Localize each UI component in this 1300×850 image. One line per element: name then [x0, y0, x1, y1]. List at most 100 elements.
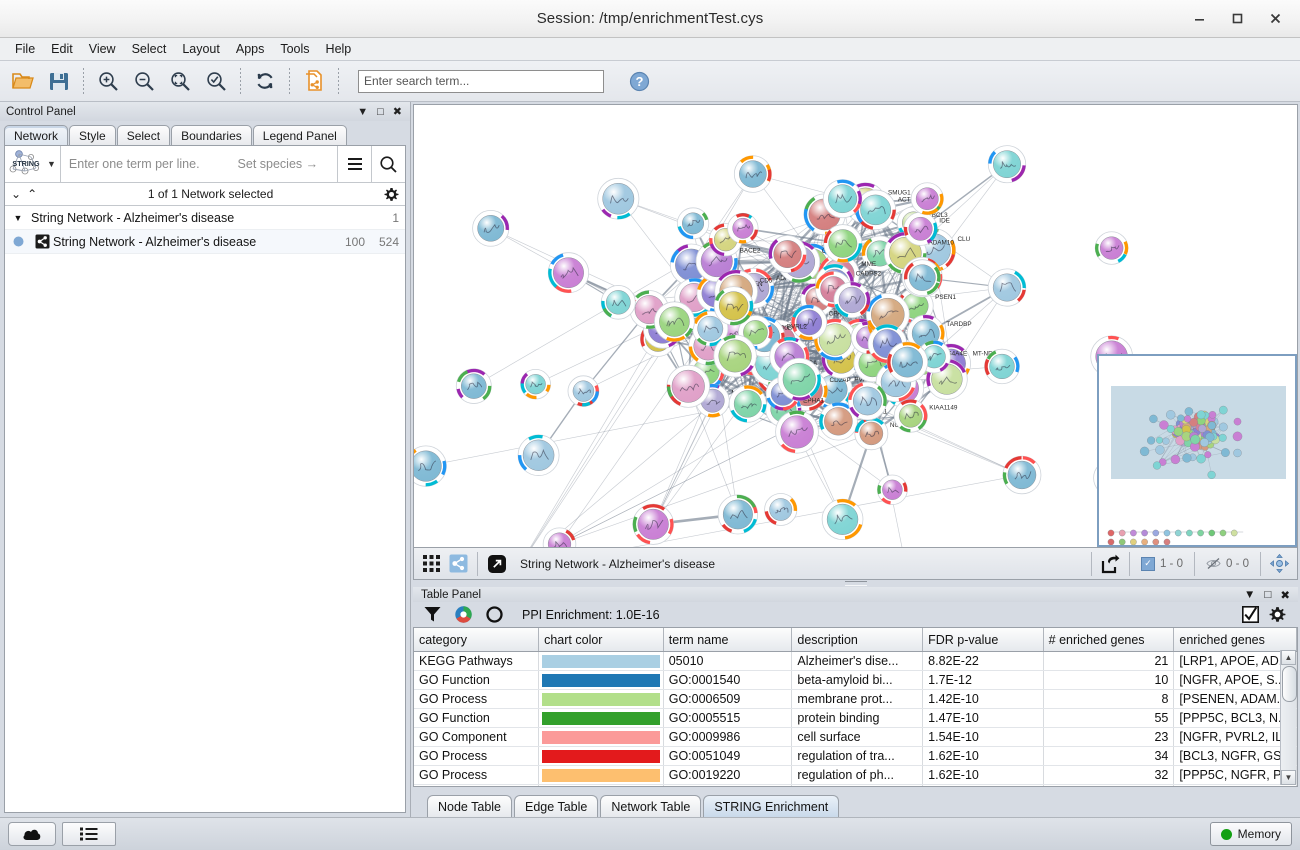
scroll-down-arrow-icon[interactable]: ▼ [1281, 770, 1296, 785]
collapse-all-icon[interactable]: ⌄ [11, 187, 22, 201]
menu-tools[interactable]: Tools [280, 42, 310, 56]
donut-ring-button[interactable] [481, 602, 508, 627]
menu-select[interactable]: Select [131, 42, 167, 56]
network-canvas[interactable]: MT-ND2MT-ND1VSNL1GAB2RYR3CHATMICANCR3ADA… [413, 104, 1298, 548]
filter-button[interactable] [419, 602, 446, 627]
table-row[interactable]: GO Process GO:0051049 regulation of tra...… [414, 746, 1297, 767]
menu-layout[interactable]: Layout [182, 42, 220, 56]
string-species-hint[interactable]: Set species → [237, 157, 319, 171]
cell-category: KEGG Pathways [414, 651, 540, 672]
network-minimap[interactable] [1097, 354, 1297, 547]
new-network-from-selection-button[interactable] [297, 65, 331, 97]
menu-edit[interactable]: Edit [51, 42, 73, 56]
protein-network-graph[interactable]: MT-ND2MT-ND1VSNL1GAB2RYR3CHATMICANCR3ADA… [414, 105, 1297, 547]
string-logo-icon[interactable]: STRING [5, 149, 47, 179]
column-header-enriched-genes[interactable]: enriched genes [1173, 628, 1297, 653]
svg-text:?: ? [635, 74, 643, 89]
cell-enriched-count: 55 [1043, 708, 1175, 729]
menu-apps[interactable]: Apps [235, 42, 265, 56]
table-row[interactable]: GO Function GO:0001540 beta-amyloid bi... 1… [414, 670, 1297, 691]
maximize-button[interactable] [1218, 4, 1256, 34]
network-view-button[interactable] [445, 551, 472, 576]
table-panel-dropdown-icon[interactable]: ▼ [1244, 588, 1256, 601]
string-species-caret-icon[interactable]: ▼ [47, 159, 56, 169]
table-settings-button[interactable] [1269, 606, 1286, 623]
save-session-button[interactable] [42, 65, 76, 97]
tab-node-table[interactable]: Node Table [427, 795, 513, 817]
column-header-category[interactable]: category [414, 628, 540, 653]
cell-enriched-genes: [LRP1, APOE, AD... [1173, 651, 1297, 672]
open-session-button[interactable] [6, 65, 40, 97]
scroll-up-arrow-icon[interactable]: ▲ [1281, 650, 1296, 666]
menu-help[interactable]: Help [325, 42, 352, 56]
tab-boundaries[interactable]: Boundaries [171, 125, 252, 145]
string-options-button[interactable] [337, 146, 371, 182]
column-header-description[interactable]: description [791, 628, 924, 653]
scrollbar-thumb[interactable] [1282, 666, 1297, 703]
table-header-row: category chart color term name descripti… [414, 628, 1297, 653]
string-search-button[interactable] [371, 146, 405, 182]
tab-network-table[interactable]: Network Table [600, 795, 702, 817]
chart-colors-button[interactable] [450, 602, 477, 627]
string-query-input[interactable]: Enter one term per line. Set species → [59, 146, 337, 182]
network-view: MT-ND2MT-ND1VSNL1GAB2RYR3CHATMICANCR3ADA… [411, 102, 1300, 580]
column-header-term-name[interactable]: term name [663, 628, 793, 653]
table-row[interactable]: GO Process GO:0033619membrane prot...1.93… [414, 784, 1297, 787]
grid-view-button[interactable] [418, 551, 445, 576]
control-panel-float-icon[interactable]: □ [377, 105, 384, 118]
export-image-button[interactable] [1097, 551, 1124, 576]
menu-view[interactable]: View [88, 42, 116, 56]
tab-string-enrichment[interactable]: STRING Enrichment [703, 795, 840, 817]
control-panel-dropdown-icon[interactable]: ▼ [357, 105, 369, 118]
panel-split-handle[interactable] [411, 580, 1300, 587]
table-row[interactable]: GO Process GO:0019220 regulation of ph... 1… [414, 765, 1297, 786]
pan-tool-button[interactable] [1266, 551, 1293, 576]
tree-root-label: String Network - Alzheimer's disease [31, 210, 235, 225]
column-header-chart-color[interactable]: chart color [538, 628, 664, 653]
menu-file[interactable]: File [15, 42, 36, 56]
hidden-nodes-counter[interactable]: 0 - 0 [1200, 557, 1255, 570]
column-header-enriched-count[interactable]: # enriched genes [1043, 628, 1175, 653]
table-vertical-scrollbar[interactable]: ▲ ▼ [1280, 650, 1297, 785]
refresh-button[interactable] [248, 65, 282, 97]
detach-view-button[interactable] [483, 551, 510, 576]
table-row[interactable]: GO Component GO:0009986 cell surface 1.54E-… [414, 727, 1297, 748]
select-all-button[interactable] [1242, 606, 1259, 624]
tab-select[interactable]: Select [116, 125, 171, 145]
tab-legend-panel[interactable]: Legend Panel [252, 125, 347, 145]
pan-tool-icon [1270, 554, 1289, 573]
close-button[interactable] [1256, 4, 1294, 34]
enrichment-table-container[interactable]: category chart color term name descripti… [413, 627, 1298, 787]
column-header-fdr-pvalue[interactable]: FDR p-value [922, 628, 1044, 653]
tree-row-root[interactable]: ▼ String Network - Alzheimer's disease 1 [5, 206, 405, 230]
refresh-icon [257, 73, 273, 89]
new-network-icon [306, 70, 322, 91]
memory-button[interactable]: Memory [1209, 822, 1292, 846]
table-panel-title: Table Panel [421, 588, 482, 601]
help-button[interactable]: ? [622, 65, 656, 97]
cloud-status-button[interactable] [8, 822, 56, 846]
tab-edge-table[interactable]: Edge Table [514, 795, 599, 817]
tab-style[interactable]: Style [69, 125, 116, 145]
zoom-fit-network-button[interactable] [163, 65, 197, 97]
zoom-in-button[interactable] [91, 65, 125, 97]
selected-nodes-counter[interactable]: ✓ 1 - 0 [1135, 556, 1189, 571]
cloud-icon [23, 829, 41, 840]
network-settings-button[interactable] [384, 187, 399, 202]
tab-network[interactable]: Network [4, 125, 69, 145]
search-input[interactable]: Enter search term... [358, 69, 604, 93]
table-row[interactable]: KEGG Pathways 05010 Alzheimer's dise... 8.8… [414, 651, 1297, 672]
table-row[interactable]: GO Process GO:0006509 membrane prot... 1.42… [414, 689, 1297, 710]
task-list-button[interactable] [62, 822, 116, 846]
table-row[interactable]: GO Function GO:0005515 protein binding 1.47… [414, 708, 1297, 729]
zoom-fit-selected-button[interactable] [199, 65, 233, 97]
table-panel-close-icon[interactable]: ✖ [1280, 589, 1290, 602]
expand-all-icon[interactable]: ⌃ [27, 187, 38, 201]
control-panel-close-icon[interactable]: ✖ [392, 106, 402, 118]
expand-triangle-icon[interactable]: ▼ [13, 212, 23, 223]
network-share-icon [31, 234, 53, 249]
minimize-button[interactable] [1180, 4, 1218, 34]
table-panel-float-icon[interactable]: □ [1264, 588, 1272, 601]
tree-row-network[interactable]: String Network - Alzheimer's disease 100… [5, 230, 405, 254]
zoom-out-button[interactable] [127, 65, 161, 97]
